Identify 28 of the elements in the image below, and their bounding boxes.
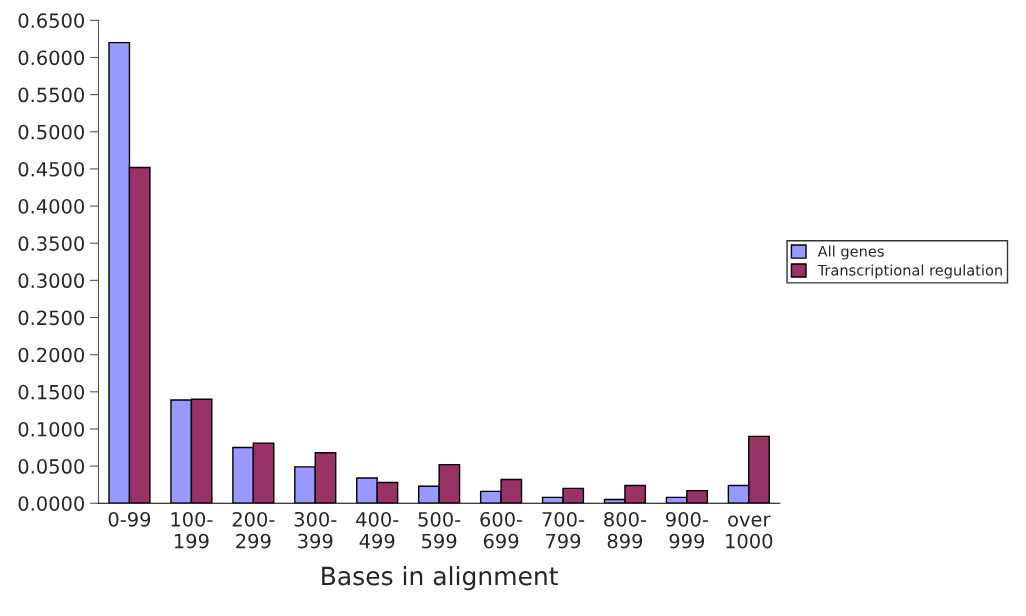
y-tick-label: 0.0000 (18, 496, 85, 511)
x-tick-label: 500- 599 (418, 511, 461, 549)
x-tick-label: 400- 499 (356, 511, 399, 549)
legend-label: All genes (817, 245, 884, 260)
y-tick-label: 0.2500 (18, 310, 85, 326)
x-tick-label: 300- 399 (294, 511, 337, 549)
y-tick-label: 0.5000 (18, 124, 85, 140)
y-tick-label: 0.6000 (18, 50, 85, 66)
y-tick-label: 0.1500 (18, 384, 85, 400)
x-tick-label: 0-99 (108, 511, 151, 527)
y-tick-label: 0.1000 (18, 421, 85, 437)
x-tick-label: 800- 899 (604, 511, 647, 549)
x-tick-label: 600- 699 (480, 511, 523, 549)
y-tick-label: 0.4500 (18, 161, 85, 177)
x-axis-title: Bases in alignment (322, 566, 558, 591)
y-tick-label: 0.0500 (18, 459, 85, 474)
x-tick-label: 700- 799 (542, 511, 585, 549)
y-tick-label: 0.3500 (18, 236, 85, 251)
y-tick-label: 0.3000 (18, 273, 85, 289)
x-tick-label: 200- 299 (232, 511, 275, 549)
x-tick-label: 100- 199 (171, 511, 213, 549)
y-tick-label: 0.5500 (18, 87, 85, 103)
y-tick-label: 0.2000 (18, 347, 85, 363)
x-tick-label: over 1000 (726, 515, 773, 549)
y-tick-label: 0.4000 (18, 199, 85, 214)
x-tick-label: 900- 999 (666, 511, 708, 549)
legend-label: Transcriptional regulation (817, 264, 1002, 279)
y-tick-label: 0.6500 (18, 13, 85, 28)
